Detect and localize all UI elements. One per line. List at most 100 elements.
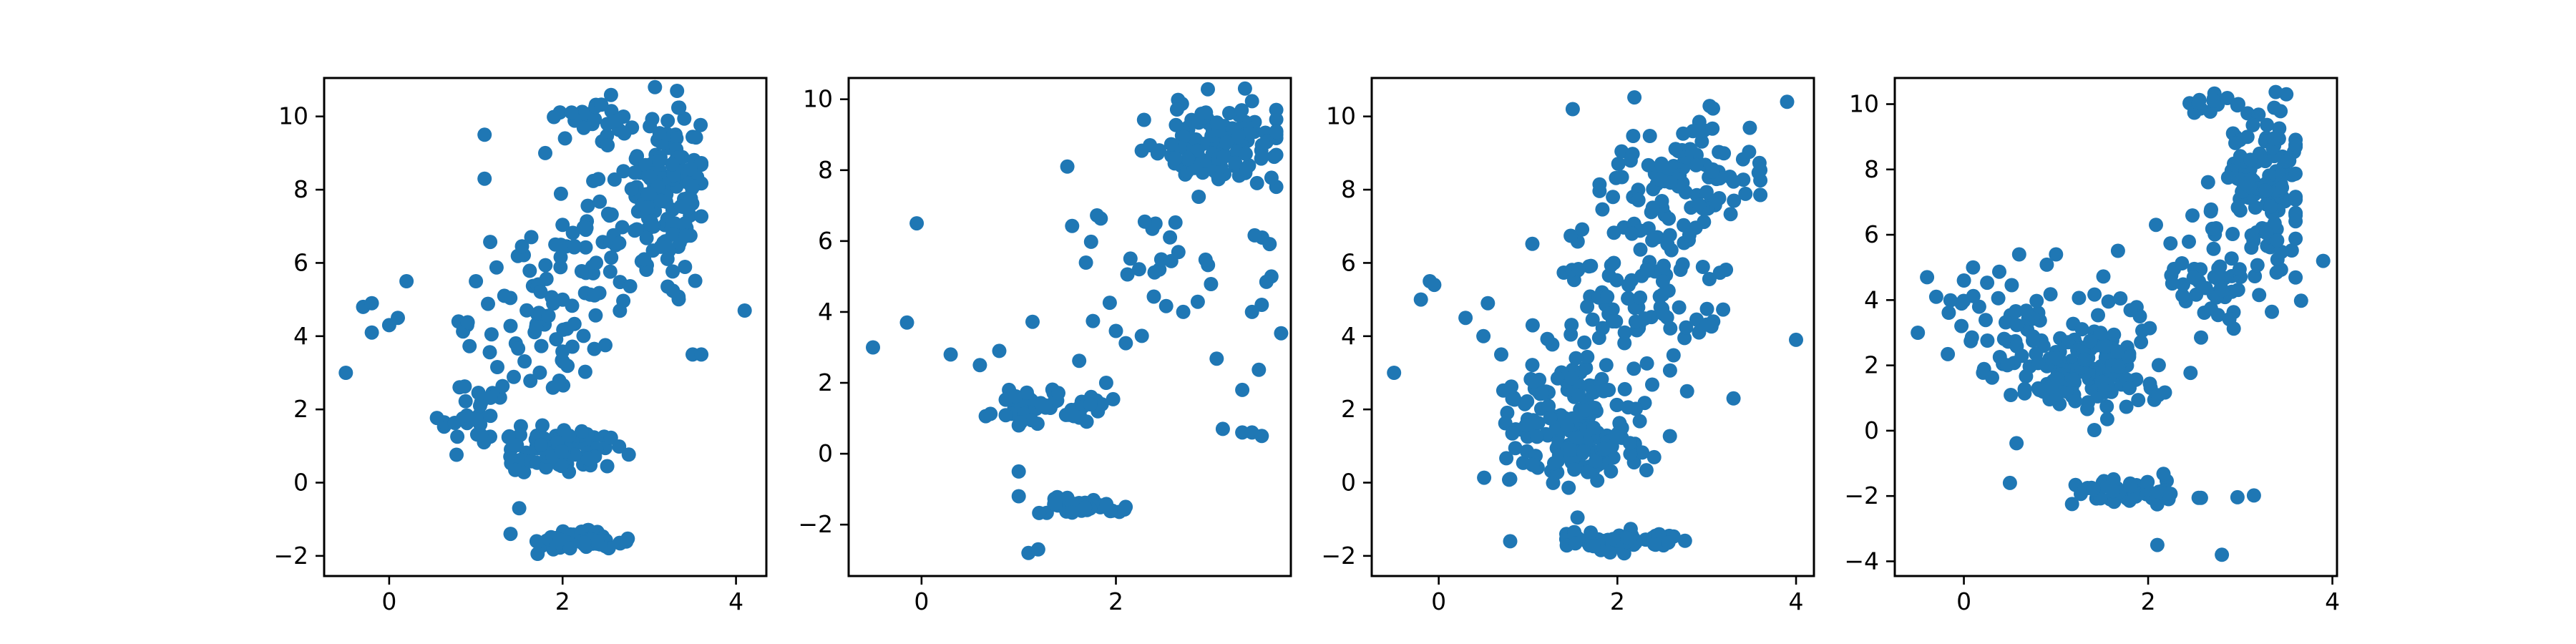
scatter-point: [1956, 273, 1971, 288]
scatter-point: [588, 308, 603, 323]
scatter-point: [2176, 277, 2190, 292]
scatter-point: [623, 279, 638, 293]
scatter-point: [2093, 326, 2108, 341]
scatter-point: [1065, 505, 1080, 520]
scatter-point: [1692, 197, 1707, 213]
scatter-point: [1666, 348, 1681, 363]
scatter-point: [1716, 302, 1731, 317]
scatter-point: [1575, 222, 1590, 237]
scatter-point: [458, 394, 473, 409]
scatter-point: [2260, 117, 2275, 132]
scatter-point: [474, 428, 489, 443]
scatter-point: [1663, 321, 1678, 336]
scatter-point: [1427, 278, 1442, 293]
scatter-point: [2266, 131, 2281, 146]
scatter-point: [578, 240, 593, 255]
scatter-point: [899, 315, 914, 330]
scatter-point: [1274, 326, 1289, 341]
scatter-point: [509, 438, 525, 453]
scatter-point: [2230, 489, 2245, 504]
scatter-point: [2243, 180, 2258, 195]
scatter-point: [1563, 228, 1579, 243]
scatter-point: [1259, 274, 1274, 289]
scatter-point: [1631, 192, 1646, 208]
scatter-point: [2288, 166, 2303, 181]
y-tick-label: 8: [818, 156, 833, 184]
scatter-point: [2270, 233, 2285, 248]
scatter-point: [541, 308, 556, 323]
scatter-point: [2029, 346, 2044, 361]
scatter-point: [1621, 278, 1636, 293]
x-tick-label: 0: [1956, 587, 1971, 615]
scatter-point: [2232, 262, 2247, 277]
scatter-point: [1499, 451, 1514, 466]
scatter-point: [1108, 323, 1123, 338]
scatter-point: [580, 198, 595, 213]
scatter-point: [508, 462, 522, 477]
scatter-point: [2203, 204, 2218, 219]
scatter-point: [1660, 237, 1675, 252]
scatter-point: [472, 399, 487, 414]
scatter-point: [2185, 208, 2200, 223]
scatter-point: [1247, 228, 1262, 243]
scatter-point: [530, 547, 545, 561]
scatter-point: [1633, 242, 1648, 257]
scatter-point: [1117, 502, 1132, 517]
scatter-point: [1237, 81, 1252, 96]
scatter-point: [2009, 304, 2024, 318]
scatter-point: [1611, 157, 1626, 171]
scatter-point: [2243, 152, 2258, 167]
scatter-point: [2245, 117, 2260, 132]
scatter-point: [2000, 358, 2015, 373]
scatter-point: [1525, 358, 1540, 373]
scatter-point: [2032, 383, 2047, 397]
scatter-point: [1626, 361, 1641, 376]
scatter-point: [1726, 391, 1741, 406]
scatter-point: [909, 216, 924, 231]
scatter-point: [459, 408, 474, 423]
axes-frame: [323, 77, 768, 577]
scatter-point: [529, 320, 544, 335]
scatter-point: [1234, 103, 1249, 118]
scatter-point: [553, 260, 568, 275]
scatter-point: [2083, 333, 2098, 348]
scatter-point: [1048, 496, 1063, 511]
scatter-point: [2011, 247, 2026, 262]
y-tick-label: 10: [1849, 90, 1879, 118]
scatter-point: [677, 111, 692, 126]
scatter-point: [1269, 102, 1284, 117]
scatter-point: [1242, 127, 1257, 142]
scatter-point: [481, 296, 495, 311]
scatter-point: [607, 172, 622, 187]
scatter-point: [669, 131, 684, 146]
scatter-point: [2142, 321, 2157, 336]
x-tick-label: 0: [914, 587, 929, 615]
scatter-point: [1637, 311, 1652, 326]
scatter-point: [399, 274, 414, 288]
y-tick-label: 2: [293, 395, 308, 423]
scatter-point: [2029, 293, 2044, 308]
scatter-point: [1980, 333, 1995, 348]
scatter-point: [546, 296, 561, 311]
scatter-point: [2152, 484, 2167, 499]
scatter-point: [1641, 157, 1656, 172]
y-tick-label: 2: [1864, 351, 1879, 379]
scatter-point: [338, 366, 353, 380]
scatter-point: [1586, 420, 1601, 435]
scatter-point: [1169, 117, 1184, 132]
scatter-point: [2099, 411, 2114, 426]
scatter-point: [477, 171, 492, 186]
axes-frame: [1370, 77, 1815, 577]
scatter-point: [1911, 326, 1926, 340]
scatter-point: [1058, 407, 1073, 422]
scatter-point: [1742, 145, 1757, 160]
scatter-point: [562, 428, 577, 443]
y-tick-label: −2: [273, 542, 308, 570]
scatter-point: [1244, 94, 1259, 109]
scatter-point: [557, 131, 572, 146]
scatter-point: [600, 459, 615, 474]
scatter-point: [2288, 208, 2303, 223]
scatter-point: [1152, 143, 1166, 158]
scatter-point: [1705, 121, 1720, 136]
scatter-point: [549, 332, 564, 347]
